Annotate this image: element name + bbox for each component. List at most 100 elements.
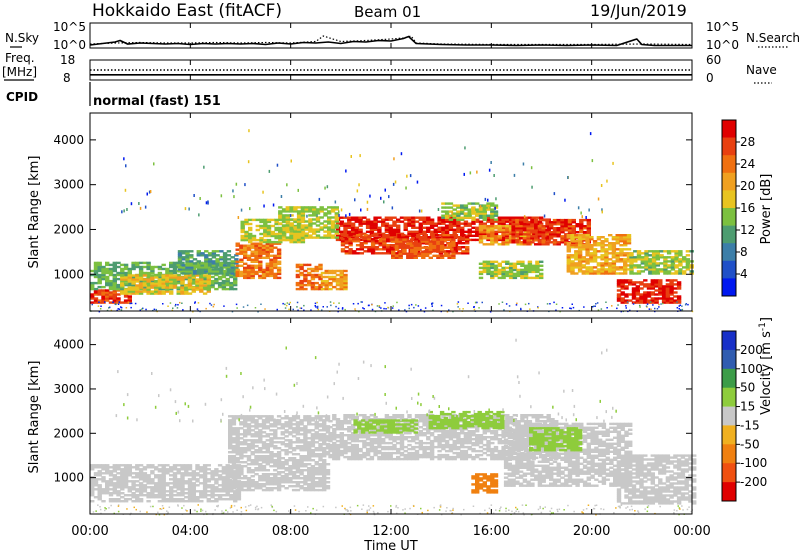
heatmap-cell (231, 310, 234, 313)
heatmap-cell (161, 276, 166, 279)
heatmap-cell (574, 256, 579, 259)
heatmap-cell (673, 295, 678, 298)
heatmap-cell (624, 281, 629, 284)
heatmap-cell (214, 470, 219, 473)
heatmap-cell (417, 242, 422, 245)
heatmap-cell (191, 496, 196, 499)
heatmap-cell (259, 232, 264, 236)
heatmap-cell (404, 238, 410, 241)
heatmap-cell (97, 472, 102, 475)
heatmap-cell (231, 457, 237, 460)
heatmap-cell (619, 236, 624, 239)
heatmap-cell (314, 471, 319, 474)
heatmap-cell (146, 478, 151, 481)
heatmap-cell (456, 228, 461, 231)
heatmap-cell (204, 262, 209, 265)
heatmap-cell (142, 474, 148, 477)
heatmap-cell (235, 481, 240, 484)
heatmap-cell (165, 269, 170, 273)
heatmap-cell (243, 425, 248, 428)
heatmap-cell (237, 216, 240, 219)
heatmap-cell (486, 264, 491, 267)
heatmap-cell (235, 439, 240, 442)
heatmap-cell (161, 498, 166, 501)
heatmap-cell (235, 274, 240, 278)
heatmap-cell (220, 194, 223, 198)
heatmap-cell (265, 425, 270, 428)
heatmap-cell (520, 308, 522, 311)
heatmap-cell (373, 224, 378, 227)
heatmap-cell (235, 303, 238, 306)
heatmap-cell (426, 226, 431, 229)
heatmap-cell (585, 272, 590, 275)
heatmap-cell (135, 278, 140, 281)
heatmap-cell (295, 429, 301, 432)
heatmap-cell (93, 299, 99, 302)
heatmap-cell (243, 262, 248, 265)
heatmap-cell (214, 480, 219, 483)
heatmap-cell (314, 481, 319, 484)
heatmap-cell (449, 214, 451, 218)
heatmap-cell (269, 246, 274, 249)
heatmap-cell (654, 307, 656, 310)
heatmap-cell (150, 466, 155, 469)
heatmap-cell (439, 250, 445, 253)
heatmap-cell (254, 242, 259, 245)
heatmap-cell (478, 241, 484, 244)
heatmap-cell (112, 301, 117, 304)
heatmap-cell (535, 264, 540, 267)
heatmap-cell (293, 234, 298, 237)
heatmap-cell (196, 260, 201, 263)
heatmap-cell (187, 482, 193, 485)
heatmap-cell (189, 264, 194, 267)
heatmap-cell (193, 194, 195, 197)
heatmap-cell (452, 310, 454, 313)
heatmap-cell (93, 474, 99, 477)
heatmap-cell (318, 479, 323, 482)
heatmap-cell (161, 466, 166, 469)
heatmap-cell (478, 208, 484, 211)
heatmap-cell (356, 189, 359, 193)
heatmap-cell (138, 498, 144, 501)
heatmap-cell (184, 500, 189, 503)
heatmap-cell (199, 278, 204, 281)
heatmap-cell (90, 285, 95, 289)
heatmap-cell (295, 281, 301, 285)
heatmap-cell (105, 484, 110, 487)
heatmap-cell (280, 463, 285, 466)
heatmap-cell (601, 208, 603, 212)
heatmap-cell (339, 230, 344, 233)
heatmap-cell (207, 268, 213, 271)
heatmap-cell (261, 246, 267, 249)
power-colorbar-tick-label: 8 (740, 245, 748, 259)
heatmap-cell (314, 273, 319, 277)
heatmap-cell (250, 415, 255, 418)
heatmap-cell (526, 231, 531, 234)
heatmap-cell (162, 303, 164, 305)
heatmap-cell (310, 281, 316, 285)
heatmap-cell (654, 281, 659, 284)
heatmap-cell (250, 242, 255, 245)
heatmap-cell (403, 226, 408, 229)
heatmap-cell (141, 308, 143, 310)
heatmap-cell (258, 447, 263, 450)
heatmap-cell (352, 252, 357, 255)
heatmap-cell (264, 308, 266, 310)
heatmap-cell (463, 216, 469, 219)
heatmap-cell (250, 447, 255, 450)
heatmap-cell (419, 242, 425, 245)
heatmap-cell (633, 260, 638, 263)
heatmap-cell (284, 429, 289, 432)
heatmap-cell (439, 248, 445, 251)
heatmap-cell (626, 254, 632, 257)
heatmap-cell (620, 281, 625, 284)
heatmap-cell (327, 220, 332, 223)
heatmap-cell (172, 498, 178, 501)
heatmap-cell (169, 486, 174, 489)
heatmap-cell (518, 218, 524, 222)
heatmap-cell (486, 231, 491, 234)
heatmap-cell (615, 258, 620, 261)
heatmap-cell (516, 274, 521, 278)
heatmap-cell (440, 304, 443, 307)
heatmap-cell (295, 485, 301, 488)
